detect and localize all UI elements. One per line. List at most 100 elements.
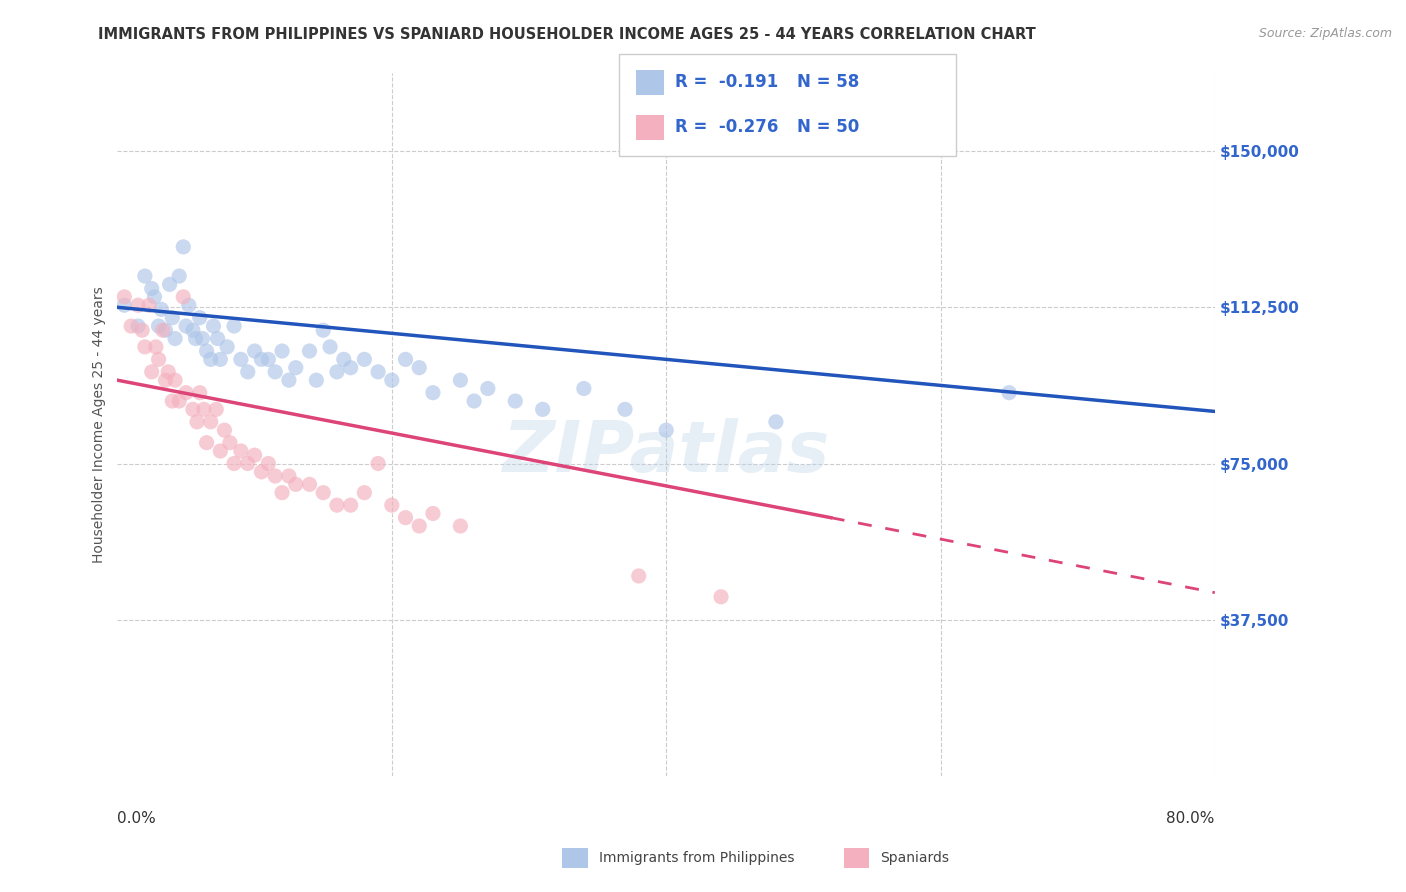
Point: [167, 268, 190, 283]
Point: [191, 332, 214, 346]
Y-axis label: Householder Income Ages 25 - 44 years: Householder Income Ages 25 - 44 years: [93, 286, 107, 563]
Point: [219, 435, 242, 450]
Point: [167, 394, 190, 409]
Point: [381, 498, 404, 512]
Point: [353, 352, 375, 367]
Point: [367, 457, 389, 471]
Point: [207, 332, 229, 346]
Text: 0.0%: 0.0%: [118, 811, 156, 826]
Point: [243, 448, 266, 462]
Point: [284, 477, 307, 491]
Point: [150, 302, 173, 317]
Point: [236, 457, 259, 471]
Point: [157, 365, 180, 379]
Point: [277, 373, 299, 387]
Point: [181, 323, 204, 337]
Point: [112, 290, 135, 304]
Point: [503, 394, 526, 409]
Point: [614, 402, 637, 417]
Point: [229, 444, 252, 458]
Point: [217, 340, 239, 354]
Point: [162, 310, 184, 325]
Point: [188, 310, 211, 325]
Point: [298, 344, 321, 359]
Point: [188, 385, 211, 400]
Text: N = 58: N = 58: [797, 73, 859, 91]
Point: [477, 382, 499, 396]
Point: [353, 485, 375, 500]
Point: [155, 323, 177, 337]
Point: [145, 340, 167, 354]
Point: [177, 298, 200, 312]
Point: [333, 352, 356, 367]
Point: [184, 332, 207, 346]
Point: [257, 457, 280, 471]
Point: [463, 394, 485, 409]
Point: [172, 290, 194, 304]
Point: [152, 323, 174, 337]
Point: [127, 298, 149, 312]
Point: [408, 519, 430, 533]
Point: [174, 319, 197, 334]
Point: [222, 319, 245, 334]
Point: [998, 385, 1021, 400]
Text: Source: ZipAtlas.com: Source: ZipAtlas.com: [1258, 27, 1392, 40]
Point: [112, 298, 135, 312]
Text: Immigrants from Philippines: Immigrants from Philippines: [599, 851, 794, 865]
Text: ZIPatlas: ZIPatlas: [502, 418, 830, 487]
Point: [381, 373, 404, 387]
Point: [134, 340, 156, 354]
Point: [155, 373, 177, 387]
Point: [449, 373, 471, 387]
Point: [200, 352, 222, 367]
Point: [214, 423, 236, 437]
Point: [209, 444, 232, 458]
Point: [159, 277, 181, 292]
Point: [236, 365, 259, 379]
Point: [277, 469, 299, 483]
Point: [339, 498, 361, 512]
Point: [394, 352, 416, 367]
Point: [181, 402, 204, 417]
Point: [271, 485, 294, 500]
Point: [200, 415, 222, 429]
Point: [326, 365, 349, 379]
Point: [312, 485, 335, 500]
Point: [250, 352, 273, 367]
Point: [195, 344, 218, 359]
Point: [229, 352, 252, 367]
Point: [394, 510, 416, 524]
Point: [367, 365, 389, 379]
Point: [422, 385, 444, 400]
Point: [408, 360, 430, 375]
Point: [205, 402, 228, 417]
Point: [627, 569, 650, 583]
Point: [449, 519, 471, 533]
Point: [193, 402, 215, 417]
Point: [243, 344, 266, 359]
Point: [312, 323, 335, 337]
Point: [127, 319, 149, 334]
Point: [120, 319, 142, 334]
Point: [710, 590, 733, 604]
Point: [222, 457, 245, 471]
Text: IMMIGRANTS FROM PHILIPPINES VS SPANIARD HOUSEHOLDER INCOME AGES 25 - 44 YEARS CO: IMMIGRANTS FROM PHILIPPINES VS SPANIARD …: [98, 27, 1036, 42]
Point: [195, 435, 218, 450]
Point: [264, 469, 287, 483]
Point: [572, 382, 595, 396]
Point: [162, 394, 184, 409]
Point: [271, 344, 294, 359]
Point: [250, 465, 273, 479]
Point: [141, 281, 163, 295]
Text: R =  -0.191: R = -0.191: [675, 73, 778, 91]
Point: [186, 415, 208, 429]
Point: [148, 319, 170, 334]
Text: 80.0%: 80.0%: [1167, 811, 1215, 826]
Point: [165, 332, 187, 346]
Point: [339, 360, 361, 375]
Point: [765, 415, 787, 429]
Point: [326, 498, 349, 512]
Point: [257, 352, 280, 367]
Point: [141, 365, 163, 379]
Text: N = 50: N = 50: [797, 119, 859, 136]
